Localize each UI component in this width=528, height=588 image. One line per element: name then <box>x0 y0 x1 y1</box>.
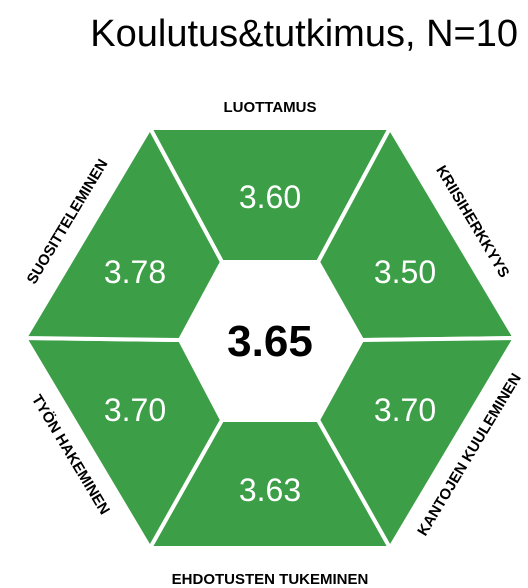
segment-value: 3.60 <box>239 179 301 215</box>
segment-value: 3.50 <box>374 254 436 290</box>
segment-value: 3.78 <box>104 254 166 290</box>
segment-value: 3.63 <box>239 472 301 508</box>
segment-value: 3.70 <box>104 392 166 428</box>
title: Koulutus&tutkimus, N=10 <box>90 13 518 55</box>
segment-value: 3.70 <box>374 392 436 428</box>
segment-label: LUOTTAMUS <box>223 99 316 116</box>
center-value: 3.65 <box>227 317 313 366</box>
segment-label: EHDOTUSTEN TUKEMINEN <box>172 571 369 588</box>
center-hexagon <box>180 262 362 420</box>
